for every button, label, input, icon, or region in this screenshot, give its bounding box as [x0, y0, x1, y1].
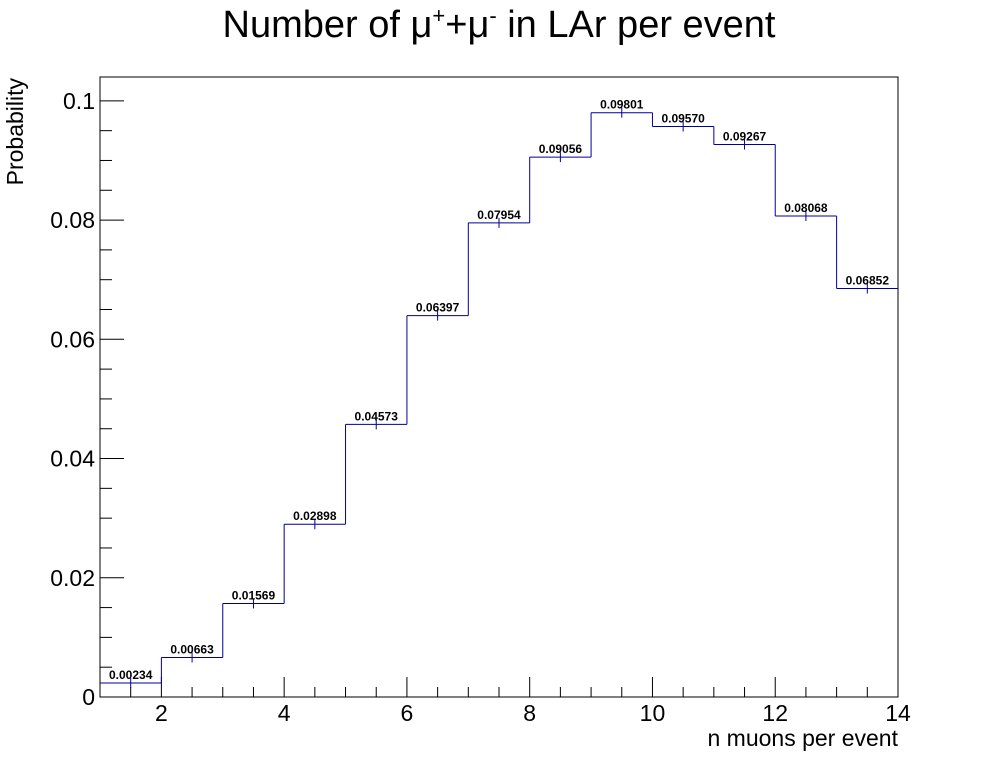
plot-frame: [99, 76, 899, 698]
bin-value-labels: 0.00234 0.00663 0.01569 0.02898 0.04573 0.063…: [109, 98, 889, 682]
bin-value-label: 0.00234: [109, 668, 153, 682]
title-sup-plus: +: [432, 3, 445, 28]
bin-value-label: 0.07954: [477, 208, 521, 222]
bin-value-label: 0.08068: [784, 201, 828, 215]
chart-title: Number of μ++μ- in LAr per event: [223, 3, 776, 46]
title-mu-minus: μ: [467, 4, 489, 46]
bin-value-label: 0.09056: [539, 142, 583, 156]
bin-value-label: 0.01569: [232, 588, 276, 602]
x-tick-label: 6: [401, 700, 414, 726]
x-tick-label: 4: [278, 700, 291, 726]
x-axis: 2 4 6 8 10 12 14: [99, 677, 911, 726]
y-tick-label: 0.1: [63, 88, 95, 114]
x-tick-label: 14: [885, 700, 911, 726]
bin-value-label: 0.02898: [293, 509, 337, 523]
y-axis: 0 0.02 0.04 0.06 0.08 0.1: [50, 88, 124, 710]
histogram-bins: [100, 107, 898, 689]
x-tick-label: 10: [640, 700, 666, 726]
x-tick-label: 8: [523, 700, 536, 726]
bin-value-label: 0.04573: [355, 409, 399, 423]
x-tick-label: 2: [155, 700, 168, 726]
y-tick-label: 0.08: [50, 207, 95, 233]
y-tick-label: 0.02: [50, 565, 95, 591]
y-tick-label: 0.06: [50, 326, 95, 352]
title-mu-plus: μ: [410, 4, 432, 46]
y-tick-label: 0.04: [50, 446, 95, 472]
bin-value-label: 0.09267: [723, 130, 767, 144]
bin-value-label: 0.09801: [600, 98, 644, 112]
bin-value-label: 0.06397: [416, 301, 460, 315]
title-suffix: in LAr per event: [497, 4, 776, 46]
bin-value-label: 0.00663: [170, 642, 214, 656]
bin-value-label: 0.06852: [846, 274, 890, 288]
x-axis-label: n muons per event: [707, 725, 898, 751]
title-prefix: Number of: [223, 4, 411, 46]
title-plus: +: [445, 4, 467, 46]
bin-value-label: 0.09570: [661, 111, 705, 125]
y-axis-label: Probability: [2, 78, 28, 186]
x-tick-label: 12: [762, 700, 788, 726]
y-tick-label: 0: [82, 684, 95, 710]
title-sup-minus: -: [489, 3, 496, 28]
